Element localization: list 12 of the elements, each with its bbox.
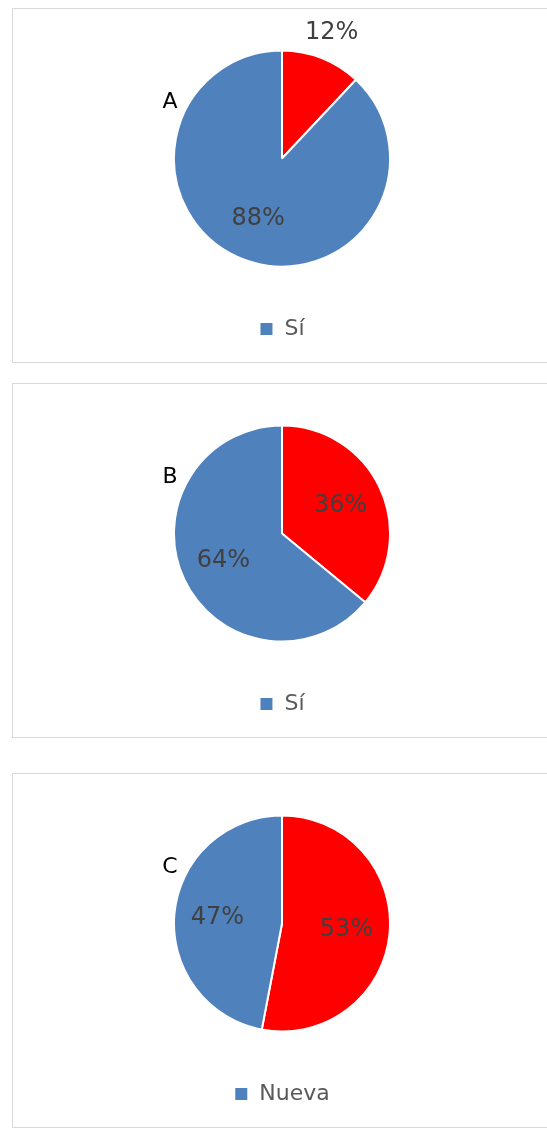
data-label: 88% xyxy=(231,202,285,231)
data-label: 12% xyxy=(305,17,359,46)
data-label: 53% xyxy=(319,913,374,942)
text: C xyxy=(162,853,178,879)
legend-label: Sí xyxy=(284,689,306,715)
legend-label: Nueva xyxy=(259,1079,330,1105)
data-label: 36% xyxy=(313,490,368,519)
text: B xyxy=(162,463,178,489)
legend-label: Sí xyxy=(284,314,306,340)
data-label: 47% xyxy=(190,901,245,930)
data-label: 64% xyxy=(196,545,251,574)
text: A xyxy=(162,88,178,114)
